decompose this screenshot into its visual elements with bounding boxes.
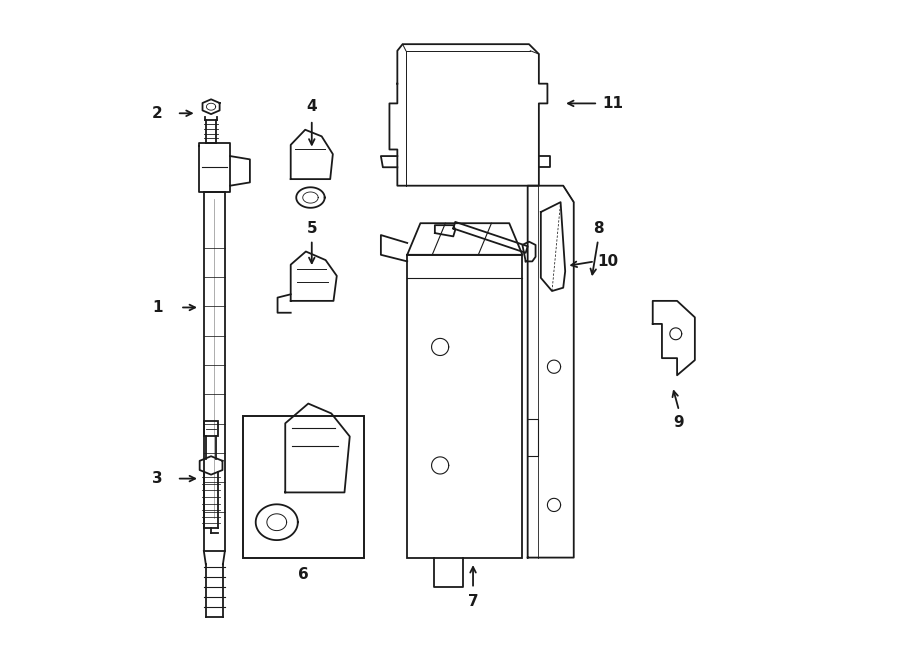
Text: 5: 5 (307, 221, 317, 236)
Bar (203, 192, 225, 551)
Text: 8: 8 (593, 221, 603, 236)
Bar (407, 254, 522, 558)
Bar (243, 416, 365, 558)
Bar (203, 421, 219, 436)
Text: 9: 9 (674, 415, 684, 430)
Text: 4: 4 (307, 99, 317, 114)
Text: 11: 11 (603, 96, 624, 111)
Text: 7: 7 (468, 594, 479, 609)
Text: 2: 2 (152, 106, 163, 121)
Text: 10: 10 (598, 254, 618, 269)
Text: 1: 1 (152, 300, 162, 315)
Text: 6: 6 (298, 566, 309, 582)
Text: 3: 3 (152, 471, 162, 486)
